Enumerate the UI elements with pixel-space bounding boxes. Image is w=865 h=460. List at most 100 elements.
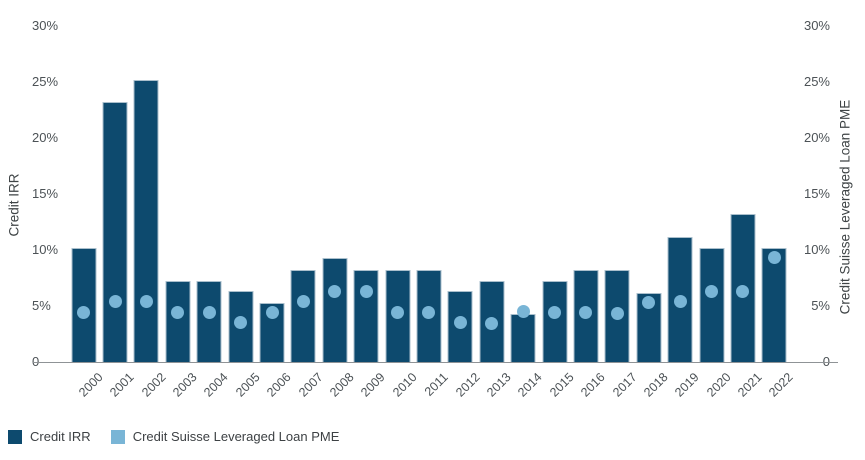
legend-swatch-pme [110,429,125,444]
y-tick-label-left: 10% [32,242,59,257]
chart-column-2015: 2015 [539,26,576,400]
chart-column-2007: 2007 [288,26,325,400]
chart-column-2016: 2016 [570,26,608,400]
bar-credit-irr-2008 [322,257,348,362]
bar-credit-irr-2003 [165,281,191,362]
x-tick-label: 2000 [76,370,106,400]
chart-column-2001: 2001 [99,26,137,400]
legend-item-credit-irr: Credit IRR [8,429,91,444]
x-tick-label: 2022 [766,370,797,400]
x-tick-label: 2011 [421,370,451,399]
chart-column-2022: 2022 [759,26,796,400]
x-tick-label: 2014 [515,370,546,400]
legend: Credit IRR Credit Suisse Leveraged Loan P… [8,429,339,444]
x-tick-label: 2017 [609,370,640,400]
x-tick-label: 2002 [138,370,169,400]
y-tick-label-right: 25% [803,74,830,89]
chart-column-2011: 2011 [413,26,451,399]
bar-credit-irr-2014 [510,313,536,362]
x-tick-label: 2021 [735,370,765,400]
x-axis-line [33,362,838,363]
chart-column-2020: 2020 [696,26,733,400]
pme-point-2013 [485,317,499,331]
pme-point-2016 [579,306,593,320]
pme-point-2019 [673,295,687,309]
pme-point-2022 [767,251,781,265]
y-tick-label-right: 0 [794,354,830,370]
y-tick-label-left: 0 [32,354,39,370]
chart-column-2006: 2006 [256,26,294,400]
pme-point-2015 [548,306,562,320]
pme-point-2003 [171,306,185,320]
x-tick-label: 2010 [389,370,420,400]
chart-column-2008: 2008 [319,26,357,400]
pme-point-2009 [359,284,373,298]
pme-point-2006 [265,306,279,320]
pme-point-2010 [391,306,405,320]
pme-point-2001 [108,295,122,309]
y-tick-label-right: 30% [803,18,830,33]
chart-column-2003: 2003 [162,26,200,400]
plot-area: 2000 2001 2002 2003 2004 2005 2006 2007 2008 2009… [68,26,796,400]
pme-point-2018 [642,296,656,310]
y-tick-label-right: 15% [803,186,830,201]
pme-point-2004 [202,306,216,320]
x-tick-label: 2016 [578,370,608,400]
y-tick-label-right: 10% [803,242,830,257]
bar-credit-irr-2000 [71,247,97,362]
x-tick-label: 2005 [232,370,263,400]
bar-credit-irr-2011 [416,270,442,362]
pme-point-2005 [234,316,248,330]
chart-column-2005: 2005 [225,26,263,400]
y-tick-label-right: 20% [803,130,830,145]
y-axis-title-right: Credit Suisse Leveraged Loan PME [837,99,853,315]
pme-point-2012 [453,316,467,330]
x-tick-label: 2019 [672,370,703,400]
pme-point-2014 [516,305,530,319]
bar-credit-irr-2020 [699,247,724,362]
legend-swatch-credit-irr [8,429,22,444]
x-tick-label: 2020 [703,370,734,400]
x-tick-label: 2004 [201,370,232,400]
x-tick-label: 2001 [107,370,137,400]
x-tick-label: 2018 [641,370,671,400]
pme-point-2007 [296,295,310,309]
x-tick-label: 2013 [484,370,514,400]
bar-credit-irr-2015 [542,281,568,362]
chart-column-2014: 2014 [507,26,545,400]
pme-point-2000 [77,306,91,320]
bar-credit-irr-2001 [102,102,128,362]
bar-credit-irr-2004 [196,281,222,362]
pme-point-2002 [139,295,153,309]
y-tick-label-right: 5% [811,298,830,313]
chart-column-2002: 2002 [131,26,168,400]
chart-column-2013: 2013 [476,26,514,400]
chart-column-2012: 2012 [445,26,482,400]
x-tick-label: 2008 [327,370,357,400]
y-axis-title-left: Credit IRR [6,173,22,237]
pme-point-2021 [736,284,750,298]
bar-credit-irr-2002 [133,79,159,362]
x-tick-label: 2015 [546,370,577,400]
chart-column-2000: 2000 [68,26,106,400]
chart-column-2009: 2009 [351,26,388,400]
bar-credit-irr-2007 [290,270,316,362]
y-tick-label-left: 15% [32,186,59,201]
x-tick-label: 2009 [358,370,389,400]
x-tick-label: 2007 [295,370,326,400]
y-tick-label-left: 30% [32,18,59,33]
chart-column-2010: 2010 [382,26,420,400]
bar-credit-irr-2009 [353,270,379,362]
bar-credit-irr-2022 [761,247,787,362]
pme-point-2020 [705,284,718,298]
chart-column-2017: 2017 [602,26,639,400]
legend-label: Credit Suisse Leveraged Loan PME [132,429,340,444]
chart-column-2019: 2019 [664,26,702,400]
chart-column-2004: 2004 [194,26,231,400]
pme-point-2017 [610,307,624,321]
chart-column-2018: 2018 [633,26,671,400]
y-tick-label-left: 25% [32,74,59,89]
y-tick-label-left: 20% [32,130,59,145]
x-tick-label: 2012 [452,370,483,400]
